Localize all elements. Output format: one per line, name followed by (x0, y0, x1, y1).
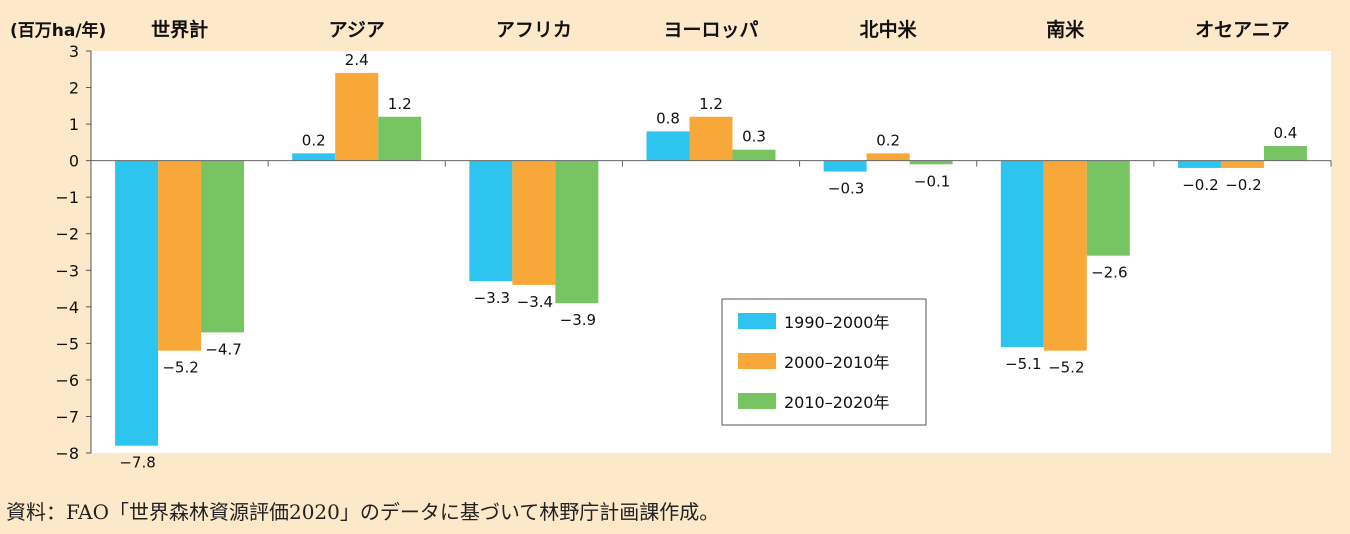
data-label-7-series-2: −0.2 (1225, 176, 1261, 194)
data-label-1-series-1: −7.8 (119, 454, 155, 472)
labels-layer: −7.8 0.2 −3.3 0.8 −0.3 −5.1 −0.2 −5.2 2.4 −3.4 1.2… (119, 18, 1297, 472)
bar-1-series-2 (158, 160, 202, 351)
y-tick-label: −3 (55, 261, 79, 280)
bar-2-series-1 (292, 153, 336, 161)
bar-3-series-2 (512, 160, 556, 285)
bar-5-series-3 (909, 160, 953, 165)
data-label-1-series-2: −5.2 (162, 359, 198, 377)
bar-6-series-1 (1000, 160, 1044, 348)
bar-7-series-2 (1220, 160, 1264, 168)
bar-5-series-1 (823, 160, 867, 172)
data-label-5-series-2: 0.2 (876, 131, 900, 149)
data-label-6-series-2: −5.2 (1048, 359, 1084, 377)
data-label-5-series-1: −0.3 (828, 180, 864, 198)
data-label-5-series-3: −0.1 (914, 172, 950, 190)
data-label-7-series-1: −0.2 (1182, 176, 1218, 194)
y-tick-label: −1 (55, 188, 79, 207)
legend-swatch-1 (738, 313, 776, 329)
legend-label-2: 2000–2010年 (784, 353, 889, 372)
category-label-4: ヨーロッパ (663, 19, 758, 41)
bar-7-series-3 (1263, 146, 1307, 161)
category-label-3: アフリカ (496, 19, 572, 41)
data-label-6-series-1: −5.1 (1005, 355, 1041, 373)
y-tick-label: 2 (69, 79, 79, 98)
data-label-3-series-1: −3.3 (474, 289, 510, 307)
bar-3-series-3 (555, 160, 599, 304)
source-note: 資料：FAO「世界森林資源評価2020」のデータに基づいて林野庁計画課作成。 (6, 500, 720, 524)
bar-4-series-3 (732, 149, 776, 161)
category-label-2: アジア (329, 19, 385, 41)
legend-swatch-2 (738, 353, 776, 369)
axes-layer: 3 2 1 0 −1 −2 −3 −4 −5 −6 −7 −8 (55, 42, 1332, 463)
y-tick-label: −7 (55, 407, 79, 426)
bar-1-series-3 (201, 160, 245, 333)
legend-swatch-3 (738, 393, 776, 409)
y-tick-label: −5 (55, 334, 79, 353)
bar-7-series-1 (1177, 160, 1221, 168)
data-label-2-series-3: 1.2 (388, 95, 412, 113)
legend-label-3: 2010–2020年 (784, 393, 889, 412)
bar-4-series-1 (646, 131, 690, 161)
bar-3-series-1 (469, 160, 513, 282)
y-tick-label: 3 (69, 42, 79, 61)
data-label-4-series-2: 1.2 (699, 95, 723, 113)
bar-4-series-2 (689, 116, 733, 161)
category-label-6: 南米 (1046, 18, 1085, 41)
bar-1-series-1 (115, 160, 159, 446)
data-label-2-series-2: 2.4 (345, 51, 369, 69)
y-tick-label: 1 (69, 115, 79, 134)
data-label-1-series-3: −4.7 (205, 340, 241, 358)
y-tick-label: −6 (55, 371, 79, 390)
data-label-4-series-1: 0.8 (656, 109, 680, 127)
bars-layer (115, 72, 1307, 446)
bar-6-series-2 (1043, 160, 1087, 351)
legend: 1990–2000年 2000–2010年 2010–2020年 (721, 298, 927, 426)
data-label-3-series-3: −3.9 (560, 311, 596, 329)
bar-5-series-2 (866, 153, 910, 161)
data-label-2-series-1: 0.2 (302, 131, 326, 149)
category-label-7: オセアニア (1195, 19, 1290, 41)
bar-2-series-2 (335, 72, 379, 161)
y-tick-label: −2 (55, 225, 79, 244)
data-label-4-series-3: 0.3 (742, 128, 766, 146)
data-label-3-series-2: −3.4 (517, 293, 553, 311)
category-label-5: 北中米 (860, 18, 918, 41)
data-label-6-series-3: −2.6 (1091, 264, 1127, 282)
data-label-7-series-3: 0.4 (1273, 124, 1297, 142)
y-axis-unit-label: (百万ha/年) (10, 20, 106, 41)
y-tick-label: −8 (55, 444, 79, 463)
category-label-1: 世界計 (151, 18, 208, 41)
bar-6-series-3 (1086, 160, 1130, 256)
y-tick-label: −4 (55, 298, 79, 317)
y-tick-label: 0 (69, 152, 79, 171)
bar-2-series-3 (378, 116, 422, 161)
legend-label-1: 1990–2000年 (784, 313, 889, 332)
